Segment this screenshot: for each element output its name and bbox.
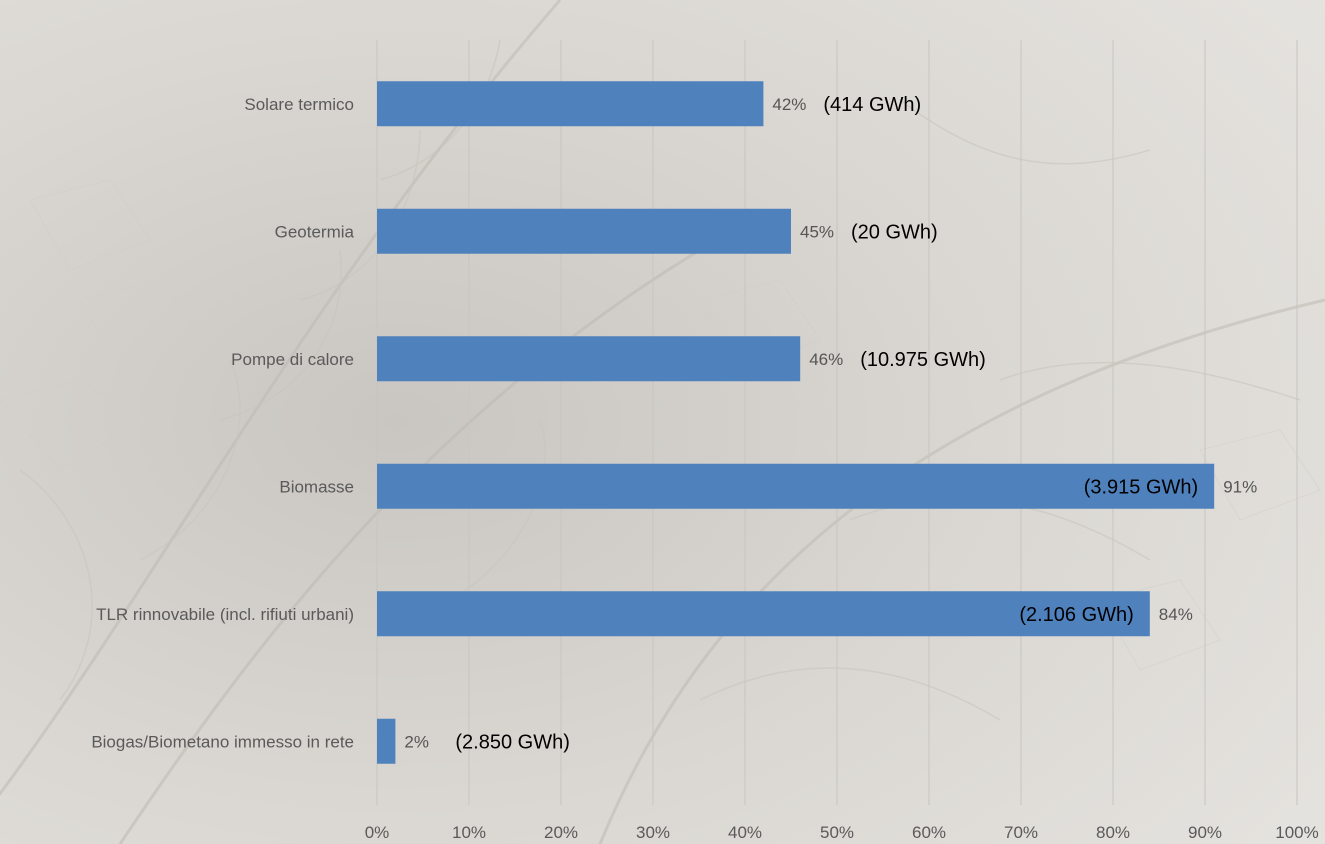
x-tick-label: 0%: [365, 823, 390, 842]
category-label: TLR rinnovabile (incl. rifiuti urbani): [96, 605, 354, 624]
category-labels: Solare termico Geotermia Pompe di calore Bi…: [91, 95, 354, 752]
x-tick-label: 90%: [1188, 823, 1222, 842]
category-label: Biogas/Biometano immesso in rete: [91, 732, 354, 751]
bar-annotation-label: (20 GWh): [851, 221, 938, 243]
x-tick-label: 10%: [452, 823, 486, 842]
bar: [377, 81, 764, 127]
x-tick-label: 20%: [544, 823, 578, 842]
value-labels: 42% (414 GWh) 45% (20 GWh) 46% (10.975 GWh) 91…: [404, 94, 1257, 754]
bar-value-label: 42%: [772, 95, 806, 114]
bars: [377, 81, 1215, 764]
bar: [377, 591, 1150, 637]
bar: [377, 208, 791, 254]
x-axis-tick-labels: 0% 10% 20% 30% 40% 50% 60% 70% 80% 90% 100%: [365, 823, 1319, 842]
bar-annotation-label: (414 GWh): [823, 94, 921, 116]
bar: [377, 463, 1215, 509]
x-tick-label: 50%: [820, 823, 854, 842]
bar: [377, 336, 801, 382]
bar-value-label: 84%: [1159, 605, 1193, 624]
x-tick-label: 40%: [728, 823, 762, 842]
x-tick-label: 100%: [1275, 823, 1318, 842]
x-tick-label: 80%: [1096, 823, 1130, 842]
x-tick-label: 30%: [636, 823, 670, 842]
bar-annotation-label: (2.106 GWh): [1019, 604, 1133, 626]
bar: [377, 718, 396, 764]
bar-value-label: 2%: [404, 732, 429, 751]
bar-annotation-label: (3.915 GWh): [1084, 476, 1198, 498]
category-label: Geotermia: [275, 222, 355, 241]
bar-annotation-label: (2.850 GWh): [455, 731, 569, 753]
category-label: Pompe di calore: [231, 350, 354, 369]
category-label: Solare termico: [244, 95, 354, 114]
bar-value-label: 46%: [809, 350, 843, 369]
category-label: Biomasse: [279, 477, 354, 496]
x-tick-label: 70%: [1004, 823, 1038, 842]
x-tick-label: 60%: [912, 823, 946, 842]
bar-value-label: 45%: [800, 222, 834, 241]
bar-annotation-label: (10.975 GWh): [860, 349, 986, 371]
gridlines: [376, 40, 1298, 805]
bar-value-label: 91%: [1223, 477, 1257, 496]
